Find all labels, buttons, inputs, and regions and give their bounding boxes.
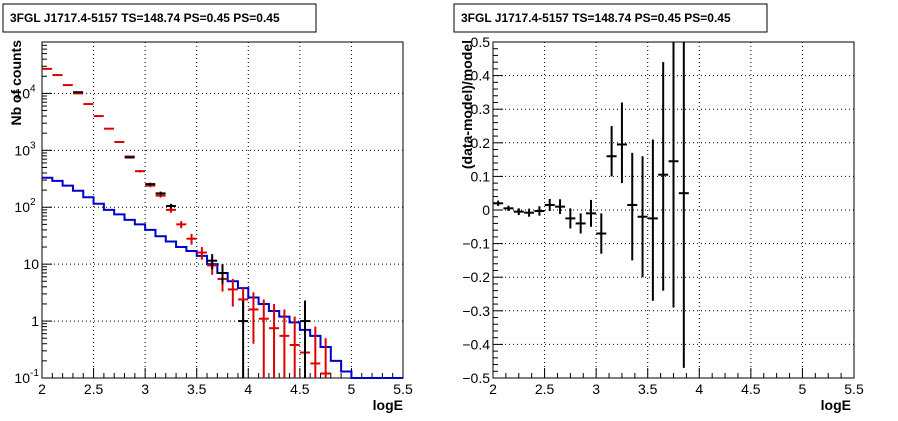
x-tick-label: 2.5 — [535, 381, 555, 397]
data-point — [616, 102, 627, 184]
data-point — [279, 309, 290, 378]
data-point — [555, 199, 566, 215]
y-tick-label: 0.2 — [471, 135, 491, 151]
data-point — [83, 103, 94, 106]
residual-title: 3FGL J1717.4-5157 TS=148.74 PS=0.45 PS=0… — [461, 11, 731, 25]
data-point — [269, 303, 280, 378]
data-point — [165, 203, 176, 209]
residual-xlabel: logE — [821, 397, 851, 413]
residual-chart: 3FGL J1717.4-5157 TS=148.74 PS=0.45 PS=0… — [453, 3, 864, 413]
data-point — [658, 62, 669, 291]
y-tick-label: 10 — [23, 256, 39, 272]
data-point — [565, 208, 576, 229]
counts-chart: 3FGL J1717.4-5157 TS=148.74 PS=0.45 PS=0… — [2, 3, 413, 413]
data-point — [585, 199, 596, 227]
data-point — [176, 221, 187, 229]
data-point — [62, 84, 73, 87]
data-point — [145, 182, 156, 186]
y-tick-label: −0.3 — [462, 303, 490, 319]
data-point — [493, 200, 504, 206]
data-point — [155, 191, 166, 196]
x-tick-label: 5 — [348, 381, 356, 397]
x-tick-label: 3 — [141, 381, 149, 397]
plot-frame — [41, 41, 404, 379]
data-point — [124, 156, 135, 159]
data-point — [207, 254, 218, 270]
residual-title-box — [453, 3, 768, 33]
x-tick-label: 5.5 — [393, 381, 413, 397]
data-point — [627, 152, 638, 261]
data-point — [186, 233, 197, 245]
x-tick-label: 5 — [799, 381, 807, 397]
data-point — [524, 208, 535, 217]
data-point — [647, 139, 658, 301]
data-point — [289, 316, 300, 378]
data-point — [227, 278, 238, 307]
counts-title: 3FGL J1717.4-5157 TS=148.74 PS=0.45 PS=0… — [10, 11, 280, 25]
data-point — [196, 247, 207, 260]
y-tick-label: −0.5 — [462, 370, 490, 386]
data-point — [73, 91, 84, 94]
y-tick-label-exponent: -1 — [30, 368, 39, 379]
counts-xlabel: logE — [373, 397, 403, 413]
data-point — [513, 208, 524, 216]
data-point — [606, 126, 617, 177]
y-tick-label: −0.1 — [462, 236, 490, 252]
data-point — [503, 205, 514, 212]
data-point — [678, 42, 689, 368]
data-point — [596, 213, 607, 254]
x-tick-label: 4 — [244, 381, 252, 397]
data-point — [637, 156, 648, 278]
y-tick-label: 1 — [31, 313, 39, 329]
data-point — [534, 206, 545, 216]
data-point — [668, 42, 679, 308]
x-tick-label: 4.5 — [741, 381, 761, 397]
data-point — [238, 300, 249, 378]
y-tick-label: 10 — [14, 85, 30, 101]
x-tick-label: 4.5 — [290, 381, 310, 397]
y-tick-label: 0.5 — [471, 34, 491, 50]
data-point — [104, 127, 115, 130]
residual-ylabel: (data-model)/model — [459, 40, 475, 169]
y-tick-label: −0.2 — [462, 269, 490, 285]
data-point — [575, 213, 586, 234]
data-point — [93, 115, 104, 118]
counts-ylabel: Nb of counts — [8, 40, 24, 126]
x-tick-label: 3.5 — [187, 381, 207, 397]
x-tick-label: 4 — [695, 381, 703, 397]
x-tick-label: 2.5 — [84, 381, 104, 397]
x-tick-label: 2 — [38, 381, 46, 397]
data-point — [544, 198, 555, 212]
y-tick-label: 0.1 — [471, 168, 491, 184]
y-tick-label-exponent: 2 — [30, 197, 36, 208]
y-tick-label: 0 — [482, 202, 490, 218]
y-tick-label: 0.4 — [471, 68, 491, 84]
y-tick-label: 10 — [14, 142, 30, 158]
x-tick-label: 3.5 — [638, 381, 658, 397]
x-tick-label: 2 — [489, 381, 497, 397]
data-point — [300, 300, 311, 378]
data-point — [310, 326, 321, 378]
data-point — [258, 299, 269, 378]
y-tick-label-exponent: 4 — [30, 83, 36, 94]
x-tick-label: 5.5 — [844, 381, 864, 397]
x-tick-label: 3 — [592, 381, 600, 397]
y-tick-label: 0.3 — [471, 101, 491, 117]
data-point — [217, 264, 228, 284]
counts-title-box — [2, 3, 317, 33]
data-point — [248, 292, 259, 344]
y-tick-label-exponent: 3 — [30, 140, 36, 151]
data-point — [114, 141, 125, 144]
y-tick-label: −0.4 — [462, 336, 490, 352]
data-point — [320, 338, 331, 378]
data-point — [134, 170, 145, 173]
y-tick-label: 10 — [14, 199, 30, 215]
y-tick-label: 10 — [14, 370, 30, 386]
residual-plot-area: 2 2.5 3 3.5 4 4.5 5 5.5 −0.5 −0.4 −0.3 −0.2 −0.1 0 0.1… — [462, 34, 864, 397]
